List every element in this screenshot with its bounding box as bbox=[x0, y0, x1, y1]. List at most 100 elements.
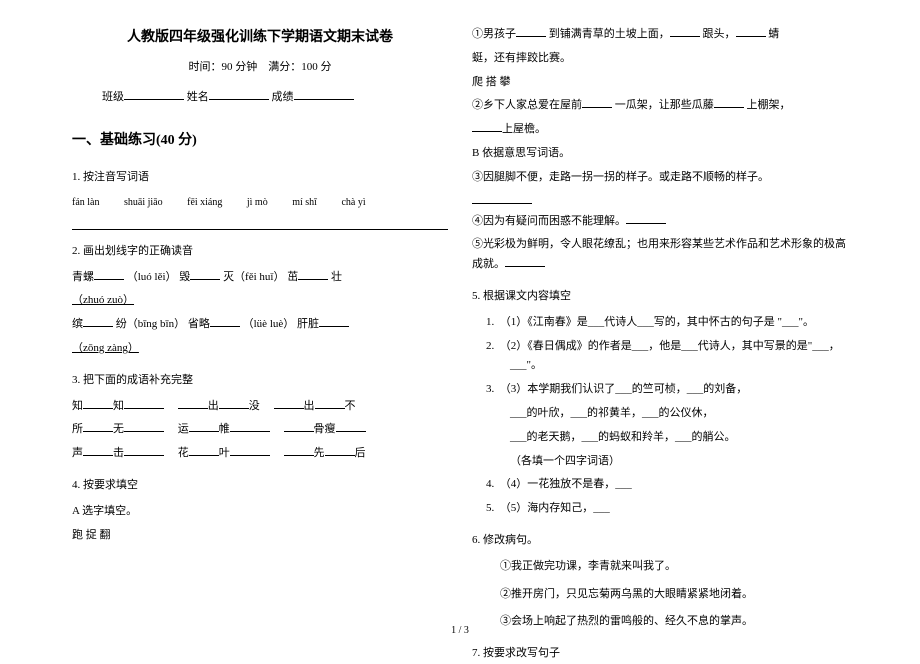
name-label: 姓名 bbox=[187, 88, 209, 108]
r3d: 上屋檐。 bbox=[472, 120, 848, 140]
section-1-heading: 一、基础练习(40 分) bbox=[72, 128, 448, 153]
q2-blank6[interactable] bbox=[319, 326, 349, 327]
pinyin-5: mí shī bbox=[292, 194, 317, 212]
q3b9[interactable] bbox=[189, 431, 219, 432]
q7-heading: 7. 按要求改写句子 bbox=[472, 644, 848, 664]
q3b2[interactable] bbox=[124, 408, 164, 409]
r3: ②乡下人家总爱在屋前 一瓜架，让那些瓜藤 上棚架， bbox=[472, 96, 848, 116]
q2-t1b: （luó lěi） 毁 bbox=[127, 271, 191, 283]
q2-line1: 青螺 （luó lěi） 毁 灭（fěi huǐ） 茁 壮 bbox=[72, 268, 448, 288]
r1-blank3[interactable] bbox=[736, 36, 766, 37]
q3b7[interactable] bbox=[83, 431, 113, 432]
score-blank[interactable] bbox=[294, 99, 354, 100]
q2-blank4[interactable] bbox=[83, 326, 113, 327]
q1-answer-blank[interactable] bbox=[72, 218, 448, 230]
q3-line3: 声击 花叶 先后 bbox=[72, 444, 448, 464]
right-column: ①男孩子 到铺满青草的土坡上面， 跟头， 蜻 蜓，还有摔跤比赛。 爬 搭 攀 ②… bbox=[460, 25, 860, 635]
r7-blank[interactable] bbox=[505, 266, 545, 267]
q3b4[interactable] bbox=[219, 408, 249, 409]
pinyin-3: fēi xiáng bbox=[187, 194, 222, 212]
pinyin-1: fán làn bbox=[72, 194, 100, 212]
r1e: 蜓，还有摔跤比赛。 bbox=[472, 49, 848, 69]
q1-pinyin-row: fán làn shuāi jiāo fēi xiáng jì mò mí sh… bbox=[72, 194, 448, 212]
r3-blank3[interactable] bbox=[472, 131, 502, 132]
q4-heading: 4. 按要求填空 bbox=[72, 476, 448, 496]
q3b18[interactable] bbox=[325, 455, 355, 456]
q5-item5: 5. （5）海内存知己，___ bbox=[472, 499, 848, 519]
student-info-line: 班级 姓名 成绩 bbox=[72, 88, 448, 108]
q3b10[interactable] bbox=[230, 431, 270, 432]
q2-blank1[interactable] bbox=[94, 279, 124, 280]
r3-blank1[interactable] bbox=[582, 107, 612, 108]
q2-t1d: 壮 bbox=[331, 271, 342, 283]
q5-item3a: 3. （3）本学期我们认识了___的竺可桢，___的刘备， bbox=[472, 380, 848, 400]
q2-blank3[interactable] bbox=[298, 279, 328, 280]
r3a: ②乡下人家总爱在屋前 bbox=[472, 99, 582, 111]
q3b1[interactable] bbox=[83, 408, 113, 409]
q3b14[interactable] bbox=[124, 455, 164, 456]
r5-blank[interactable] bbox=[472, 192, 532, 204]
q2-blank2[interactable] bbox=[190, 279, 220, 280]
exam-subtitle: 时间：90 分钟 满分：100 分 bbox=[72, 58, 448, 78]
q3b15[interactable] bbox=[189, 455, 219, 456]
q2-blank5[interactable] bbox=[210, 326, 240, 327]
q6-2: ②推开房门，只见忘菊两乌黑的大眼睛紧紧地闭着。 bbox=[472, 585, 848, 605]
pinyin-6: chà yì bbox=[341, 194, 365, 212]
q3b3[interactable] bbox=[178, 408, 208, 409]
q3-line2: 所无 运帷 骨瘦 bbox=[72, 420, 448, 440]
r1b: 到铺满青草的土坡上面， bbox=[549, 28, 670, 40]
r2: 爬 搭 攀 bbox=[472, 73, 848, 93]
q3-line1: 知知 出没 出不 bbox=[72, 397, 448, 417]
q3b5[interactable] bbox=[274, 408, 304, 409]
r6-t: ④因为有疑问而困惑不能理解。 bbox=[472, 215, 626, 227]
q3b17[interactable] bbox=[284, 455, 314, 456]
q2-line2: （zhuó zuò） bbox=[72, 291, 448, 311]
q5-item3c: ___的老天鹅，___的蚂蚁和羚羊，___的艄公。 bbox=[472, 428, 848, 448]
pinyin-2: shuāi jiāo bbox=[124, 194, 163, 212]
r1-blank1[interactable] bbox=[516, 36, 546, 37]
q2-line3: 缤 纷（bīng bīn） 省略 （lüè luè） 肝脏 bbox=[72, 315, 448, 335]
q2-heading: 2. 画出划线字的正确读音 bbox=[72, 242, 448, 262]
q6-1: ①我正做完功课，李青就来叫我了。 bbox=[472, 557, 848, 577]
q2-line4: （zōng zàng） bbox=[72, 339, 448, 359]
r1-blank2[interactable] bbox=[670, 36, 700, 37]
q5-item3b: ___的叶欣，___的祁黄羊，___的公仪休， bbox=[472, 404, 848, 424]
q3-heading: 3. 把下面的成语补充完整 bbox=[72, 371, 448, 391]
r1: ①男孩子 到铺满青草的土坡上面， 跟头， 蜻 bbox=[472, 25, 848, 45]
r3c: 上棚架， bbox=[747, 99, 791, 111]
q3b16[interactable] bbox=[230, 455, 270, 456]
r4: B 依据意思写词语。 bbox=[472, 144, 848, 164]
q4-a-label: A 选字填空。 bbox=[72, 502, 448, 522]
r1d: 蜻 bbox=[768, 28, 779, 40]
q2-t3b: 纷（bīng bīn） 省略 bbox=[116, 318, 210, 330]
class-blank[interactable] bbox=[124, 99, 184, 100]
q3b12[interactable] bbox=[336, 431, 366, 432]
q5-item4: 4. （4）一花独放不是春，___ bbox=[472, 475, 848, 495]
q3b11[interactable] bbox=[284, 431, 314, 432]
r6: ④因为有疑问而困惑不能理解。 bbox=[472, 212, 848, 232]
r1c: 跟头， bbox=[703, 28, 736, 40]
score-label: 成绩 bbox=[272, 88, 294, 108]
r5: ③因腿脚不便，走路一拐一拐的样子。或走路不顺畅的样子。 bbox=[472, 168, 848, 188]
exam-title: 人教版四年级强化训练下学期语文期末试卷 bbox=[72, 25, 448, 50]
r1a: ①男孩子 bbox=[472, 28, 516, 40]
q5-item1: 1. （1）《江南春》是___代诗人___写的，其中怀古的句子是 "___"。 bbox=[472, 313, 848, 333]
name-blank[interactable] bbox=[209, 99, 269, 100]
q2-t1c: 灭（fěi huǐ） 茁 bbox=[223, 271, 298, 283]
q2-t3c: （lüè luè） 肝脏 bbox=[243, 318, 319, 330]
q3b6[interactable] bbox=[315, 408, 345, 409]
pinyin-4: jì mò bbox=[247, 194, 268, 212]
r3-blank2[interactable] bbox=[714, 107, 744, 108]
page-number: 1 / 3 bbox=[451, 622, 469, 640]
q1-heading: 1. 按注音写词语 bbox=[72, 168, 448, 188]
class-label: 班级 bbox=[102, 88, 124, 108]
r6-blank[interactable] bbox=[626, 223, 666, 224]
q3b13[interactable] bbox=[83, 455, 113, 456]
q2-t1a: 青螺 bbox=[72, 271, 94, 283]
r3b: 一瓜架，让那些瓜藤 bbox=[615, 99, 714, 111]
r7: ⑤光彩极为鲜明，令人眼花缭乱；也用来形容某些艺术作品和艺术形象的极高成就。 bbox=[472, 235, 848, 275]
q3b8[interactable] bbox=[124, 431, 164, 432]
left-column: 人教版四年级强化训练下学期语文期末试卷 时间：90 分钟 满分：100 分 班级… bbox=[60, 25, 460, 635]
q5-item2: 2. （2）《春日偶成》的作者是___，他是___代诗人，其中写景的是"___，… bbox=[472, 337, 848, 377]
q6-3: ③会场上响起了热烈的雷鸣般的、经久不息的掌声。 bbox=[472, 612, 848, 632]
